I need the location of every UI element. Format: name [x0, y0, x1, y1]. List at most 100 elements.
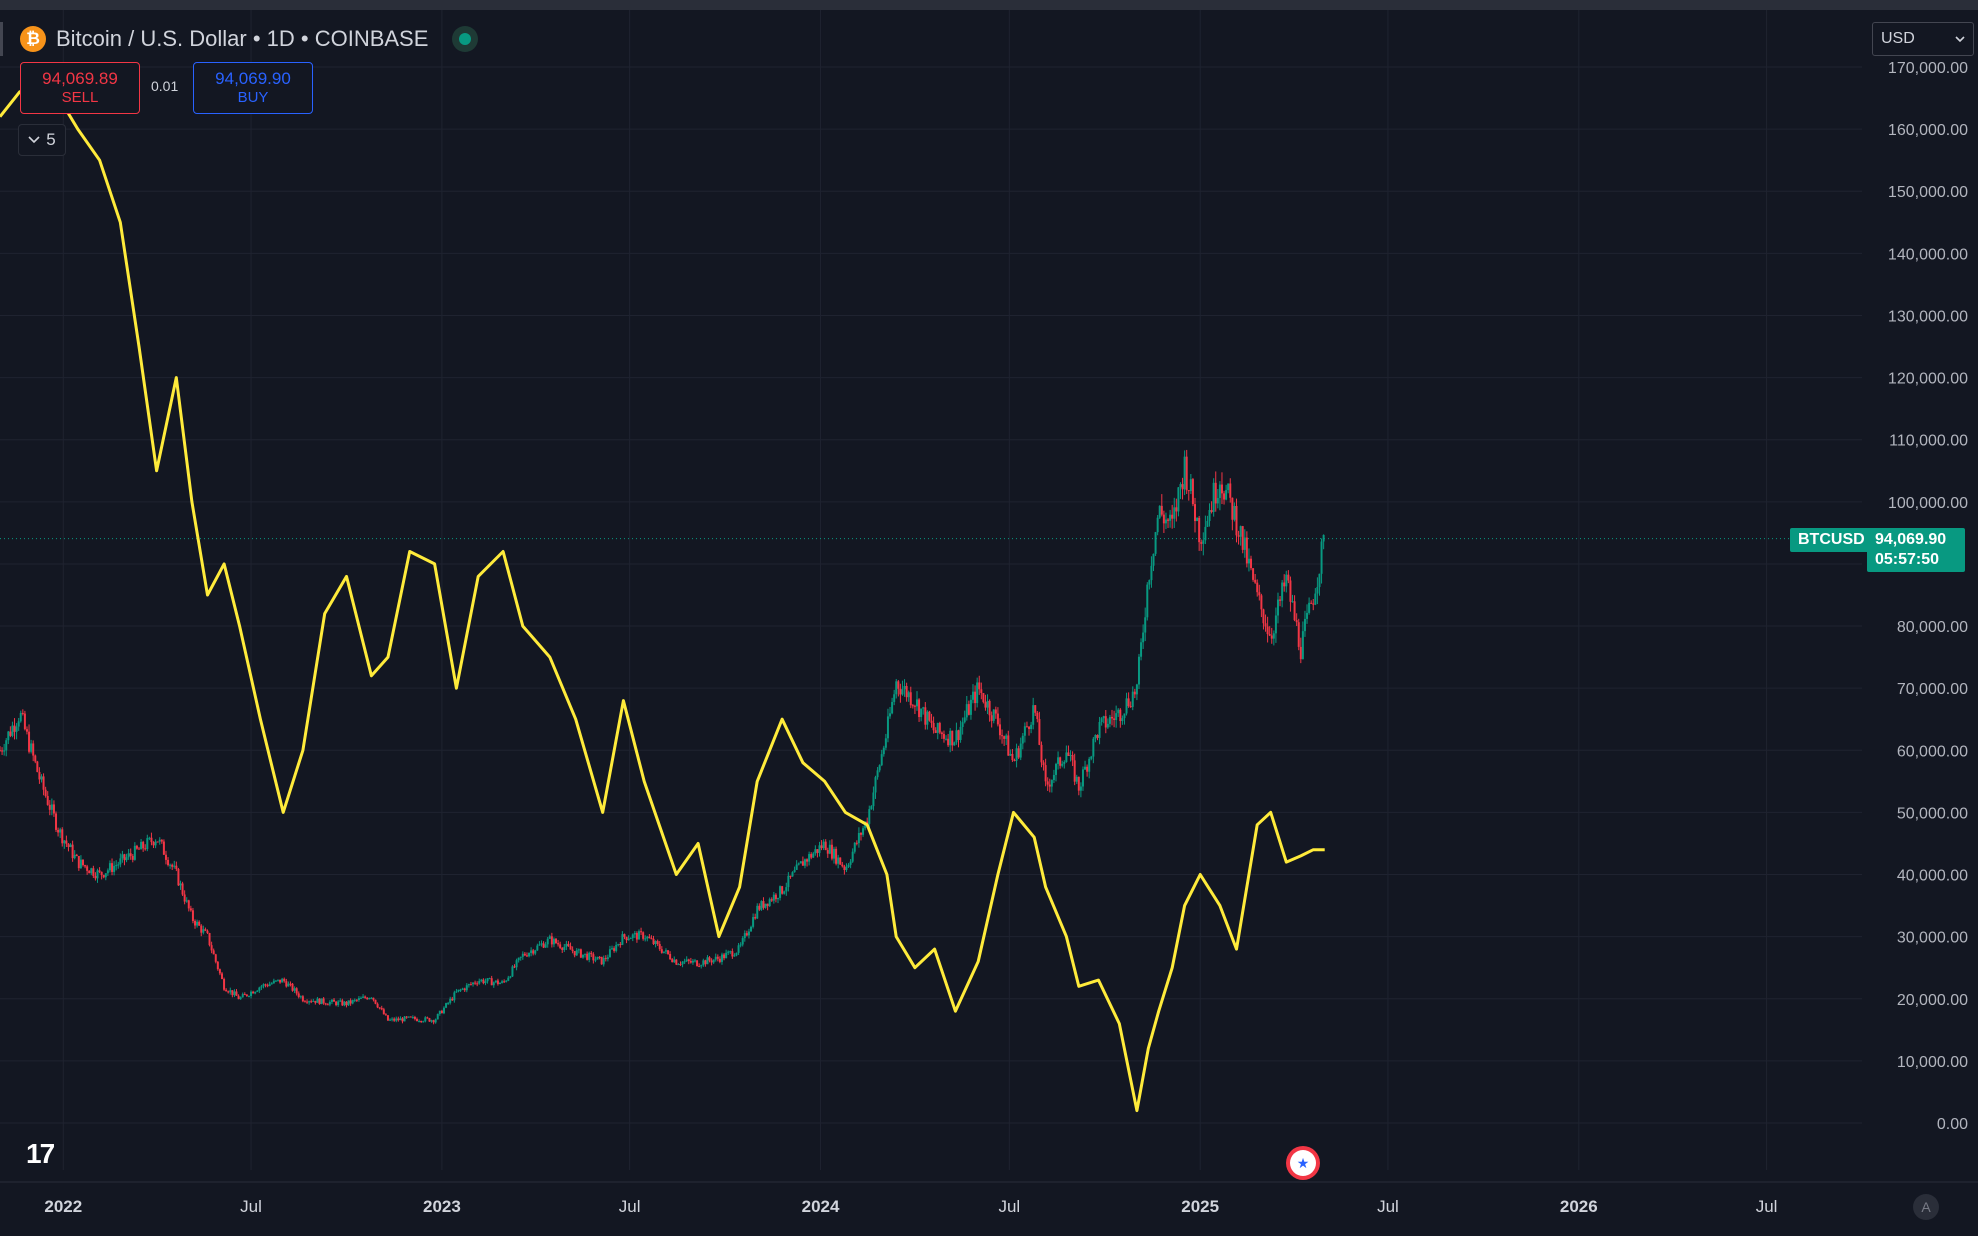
candle-body — [5, 740, 8, 751]
x-tick-label: Jul — [240, 1197, 262, 1216]
candle-body — [1046, 781, 1049, 785]
candle-body — [1144, 617, 1147, 633]
candle-body — [212, 950, 215, 955]
candle-body — [608, 949, 611, 958]
candle-body — [998, 724, 1001, 736]
candle-body — [1274, 615, 1277, 634]
price-chart[interactable]: 0.00 10,000.00 20,000.00 30,000.00 40,000.00… — [0, 10, 1978, 1236]
candle-body — [1127, 698, 1130, 707]
candle-body — [25, 729, 28, 732]
candle-body — [129, 853, 132, 856]
x-tick-label: 2024 — [802, 1197, 840, 1216]
candle-body — [150, 837, 153, 843]
candle-body — [600, 956, 603, 965]
us-flag-event-icon[interactable]: ★ — [1286, 1146, 1320, 1180]
candle-body — [1229, 483, 1232, 498]
candle-body — [884, 738, 887, 748]
candle-body — [299, 996, 302, 998]
sell-button[interactable]: 94,069.89 SELL — [20, 62, 140, 114]
candle-body — [936, 722, 939, 733]
candle-body — [720, 954, 723, 962]
currency-select[interactable]: USD — [1872, 22, 1974, 56]
candle-body — [841, 864, 844, 867]
candle-body — [115, 865, 118, 867]
candle-body — [899, 688, 902, 695]
candle-body — [882, 747, 885, 755]
candle-body — [1254, 579, 1257, 583]
candle-body — [866, 821, 869, 824]
buy-label: BUY — [237, 89, 269, 106]
candle-body — [799, 861, 802, 864]
candle-body — [1156, 517, 1159, 533]
candle-body — [283, 978, 286, 982]
candle-body — [615, 944, 618, 951]
indicators-toggle[interactable]: 5 — [18, 124, 66, 156]
candle-body — [835, 848, 838, 864]
candle-body — [953, 742, 956, 746]
candle-body — [851, 851, 854, 862]
left-panel-edge[interactable] — [0, 22, 3, 56]
tradingview-logo-icon[interactable]: 17 — [26, 1138, 55, 1169]
candle-body — [138, 848, 141, 850]
candle-body — [467, 984, 470, 986]
candle-body — [772, 894, 775, 901]
candle-body — [521, 953, 524, 957]
symbol-title[interactable]: Bitcoin / U.S. Dollar • 1D • COINBASE — [56, 26, 429, 51]
candle-body — [1042, 762, 1045, 766]
candle-body — [870, 806, 873, 810]
candle-body — [523, 953, 526, 956]
candle-body — [986, 700, 989, 708]
candle-body — [386, 1015, 389, 1021]
y-tick-label: 110,000.00 — [1889, 433, 1968, 450]
candle-body — [187, 900, 190, 909]
candle-body — [243, 994, 246, 996]
candle-body — [208, 933, 211, 946]
candle-body — [940, 732, 943, 735]
candle-body — [843, 866, 846, 871]
auto-scale-button[interactable]: A — [1913, 1194, 1939, 1220]
symbol-header[interactable]: ₿ Bitcoin / U.S. Dollar • 1D • COINBASE — [20, 22, 479, 56]
candle-body — [81, 859, 84, 866]
candle-body — [955, 730, 958, 743]
candle-body — [119, 858, 122, 865]
buy-button[interactable]: 94,069.90 BUY — [193, 62, 313, 114]
candle-body — [1152, 553, 1155, 566]
candle-body — [756, 905, 759, 919]
candle-body — [1088, 758, 1091, 772]
currency-value: USD — [1881, 30, 1915, 47]
candle-body — [1320, 541, 1323, 574]
candle-body — [200, 925, 203, 933]
candle-body — [785, 887, 788, 892]
candle-body — [758, 905, 761, 910]
candle-body — [438, 1010, 441, 1014]
candle-body — [1142, 632, 1145, 643]
candle-body — [312, 1000, 315, 1002]
candle-body — [1013, 760, 1016, 762]
candle-body — [901, 689, 904, 695]
candle-body — [696, 960, 699, 967]
candle-body — [73, 854, 76, 859]
candle-body — [133, 845, 136, 860]
candle-body — [1019, 743, 1022, 758]
candle-body — [384, 1014, 387, 1016]
candle-body — [324, 1003, 327, 1005]
candle-body — [1295, 620, 1298, 623]
candle-body — [922, 707, 925, 709]
candle-body — [1077, 776, 1080, 791]
candle-body — [1208, 510, 1211, 521]
candle-body — [1050, 780, 1053, 787]
candle-body — [1225, 490, 1228, 500]
candle-body — [552, 938, 555, 945]
candle-body — [98, 870, 101, 872]
candle-body — [677, 964, 680, 966]
candle-body — [621, 934, 624, 945]
candle-body — [335, 1001, 338, 1006]
candle-body — [774, 894, 777, 900]
candle-body — [220, 973, 223, 979]
candle-body — [1061, 763, 1064, 766]
market-status-icon[interactable] — [452, 26, 479, 52]
candle-body — [681, 961, 684, 965]
candle-body — [891, 701, 894, 714]
candle-body — [1243, 537, 1246, 550]
candle-body — [637, 931, 640, 940]
